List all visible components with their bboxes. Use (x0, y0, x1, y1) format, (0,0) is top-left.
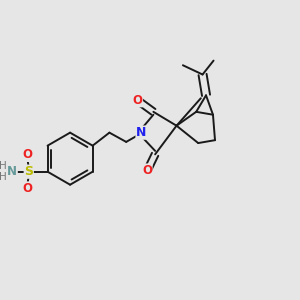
Text: S: S (24, 165, 33, 178)
Text: O: O (142, 164, 152, 177)
Text: H: H (0, 172, 7, 182)
Text: H: H (0, 161, 7, 172)
Text: N: N (7, 165, 17, 178)
Text: O: O (22, 182, 32, 195)
Text: N: N (136, 126, 146, 139)
Text: O: O (133, 94, 142, 107)
Text: O: O (22, 148, 32, 161)
